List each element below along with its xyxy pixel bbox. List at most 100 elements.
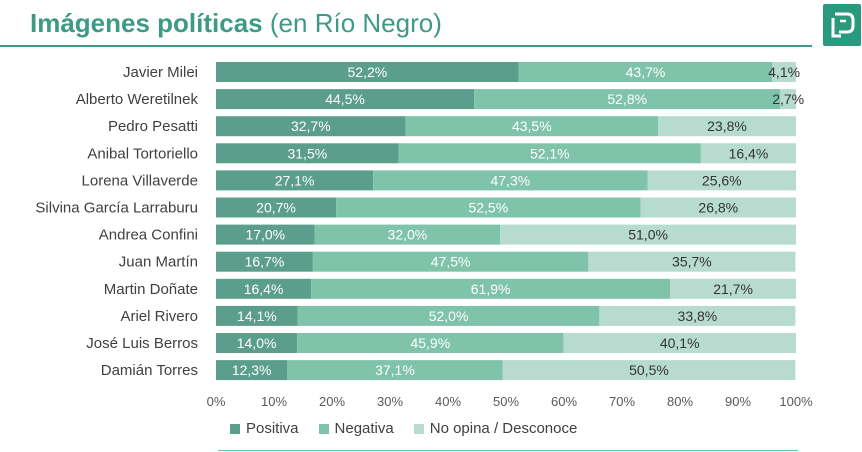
bar-segment-no-opina — [563, 333, 796, 353]
legend-item-no-opina: No opina / Desconoce — [413, 420, 578, 437]
bar-segment-no-opina — [500, 224, 796, 245]
x-tick-label: 30% — [377, 394, 403, 409]
data-label: 2,7% — [772, 91, 804, 107]
bar-segment-no-opina — [647, 170, 796, 191]
category-label: Lorena Villaverde — [82, 172, 198, 189]
category-label: Javier Milei — [123, 64, 198, 81]
bar-segment-no-opina — [772, 62, 796, 82]
bar-segment-no-opina — [599, 305, 796, 326]
data-label: 26,8% — [698, 200, 738, 216]
legend-label-no-opina: No opina / Desconoce — [429, 420, 578, 437]
title-divider — [0, 45, 812, 47]
data-label: 23,8% — [707, 118, 747, 134]
bar-segment-negativa — [314, 224, 501, 245]
category-label: Damián Torres — [101, 362, 198, 379]
bar-segment-negativa — [518, 62, 773, 82]
data-label: 20,7% — [256, 200, 296, 216]
bar-segment-negativa — [474, 89, 781, 110]
bar-segment-positiva — [216, 170, 374, 191]
bar-segment-positiva — [216, 143, 399, 164]
x-tick-label: 70% — [609, 394, 635, 409]
bar-segment-negativa — [398, 143, 701, 164]
bar-segment-positiva — [216, 224, 315, 245]
x-tick-label: 60% — [551, 394, 577, 409]
x-tick-label: 10% — [261, 394, 287, 409]
legend-swatch-positiva — [230, 423, 240, 434]
data-label: 61,9% — [471, 281, 511, 297]
bar-segment-negativa — [312, 251, 589, 272]
data-label: 14,1% — [237, 308, 277, 324]
bottom-divider — [218, 450, 798, 451]
category-label: Ariel Rivero — [120, 308, 198, 325]
stacked-bar-chart: Javier Milei 52,2% 43,7% 4,1% Alberto Wereti… — [35, 62, 813, 409]
bar-segment-positiva — [216, 360, 288, 381]
bar-segment-negativa — [405, 116, 658, 137]
x-tick-label: 0% — [207, 394, 226, 409]
category-label: Anibal Tortoriello — [87, 145, 198, 162]
category-label: Silvina García Larraburu — [35, 200, 198, 217]
bar-segment-positiva — [216, 278, 312, 299]
chart-legend: Positiva Negativa No opina / Desconoce — [230, 420, 577, 437]
data-label: 21,7% — [713, 281, 753, 297]
legend-label-positiva: Positiva — [246, 420, 299, 437]
bar-segment-no-opina — [700, 143, 796, 164]
legend-item-positiva: Positiva — [230, 420, 299, 437]
bar-segment-positiva — [216, 89, 475, 110]
data-label: 4,1% — [768, 64, 800, 80]
data-label: 50,5% — [629, 362, 669, 378]
legend-label-negativa: Negativa — [334, 420, 394, 437]
bar-segment-no-opina — [502, 360, 796, 381]
bar-segment-positiva — [216, 197, 337, 218]
data-label: 33,8% — [678, 308, 718, 324]
category-label: Pedro Pesatti — [108, 118, 198, 135]
category-label: Martin Doñate — [104, 281, 198, 298]
brand-logo-icon — [823, 4, 861, 46]
data-label: 16,4% — [244, 281, 284, 297]
bar-segment-negativa — [287, 360, 503, 381]
data-label: 14,0% — [237, 335, 277, 351]
bar-segment-positiva — [216, 62, 519, 82]
data-label: 32,0% — [388, 227, 428, 243]
data-label: 16,7% — [245, 254, 285, 270]
bar-segment-negativa — [297, 305, 600, 326]
category-label: Andrea Confini — [99, 227, 198, 244]
bar-segment-no-opina — [657, 116, 796, 137]
legend-swatch-no-opina — [413, 423, 424, 434]
data-label: 45,9% — [410, 335, 450, 351]
data-label: 52,8% — [607, 91, 647, 107]
data-label: 37,1% — [375, 362, 415, 378]
bar-segment-positiva — [216, 116, 406, 137]
data-label: 32,7% — [291, 118, 331, 134]
category-label: José Luis Berros — [86, 335, 198, 352]
data-label: 35,7% — [672, 254, 712, 270]
bar-segment-no-opina — [780, 89, 796, 110]
bar-segment-positiva — [216, 305, 298, 326]
x-tick-label: 100% — [779, 394, 813, 409]
x-tick-label: 40% — [435, 394, 461, 409]
data-label: 43,5% — [512, 118, 552, 134]
category-label: Juan Martín — [119, 254, 198, 271]
x-tick-label: 20% — [319, 394, 345, 409]
bar-segment-no-opina — [670, 278, 796, 299]
x-tick-label: 90% — [725, 394, 751, 409]
category-label: Alberto Weretilnek — [76, 91, 199, 108]
data-label: 52,1% — [530, 145, 570, 161]
data-label: 43,7% — [626, 64, 666, 80]
x-tick-label: 50% — [493, 394, 519, 409]
legend-swatch-negativa — [318, 423, 329, 434]
bar-segment-no-opina — [588, 251, 796, 272]
bar-segment-negativa — [373, 170, 648, 191]
data-label: 47,3% — [490, 172, 530, 188]
bar-segment-positiva — [216, 251, 313, 272]
data-label: 31,5% — [287, 145, 327, 161]
data-label: 52,2% — [348, 64, 388, 80]
bar-segment-no-opina — [640, 197, 796, 218]
bar-segment-negativa — [311, 278, 671, 299]
bar-segment-negativa — [336, 197, 641, 218]
data-label: 44,5% — [325, 91, 365, 107]
title-sub: (en Río Negro) — [269, 8, 442, 38]
data-label: 17,0% — [245, 227, 285, 243]
page-title: Imágenes políticas (en Río Negro) — [30, 8, 442, 39]
data-label: 52,0% — [429, 308, 469, 324]
data-label: 51,0% — [628, 227, 668, 243]
